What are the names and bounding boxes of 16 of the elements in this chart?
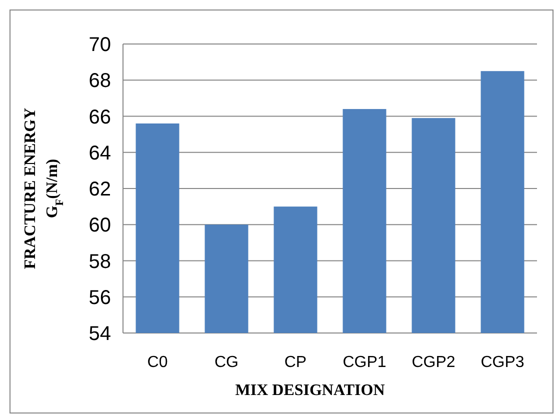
x-tick-label: CP <box>284 354 307 371</box>
x-tick-label: CGP3 <box>480 354 524 371</box>
y-tick-label: 56 <box>88 286 111 309</box>
x-tick-label: CGP1 <box>342 354 386 371</box>
y-tick-label: 68 <box>88 70 111 92</box>
y-tick-label: 60 <box>88 214 111 237</box>
y-tick-label: 62 <box>88 178 111 200</box>
y-tick-label: 64 <box>88 142 111 164</box>
x-tick-label: C0 <box>147 354 168 371</box>
y-tick-label: 58 <box>88 250 111 273</box>
y-tick-label: 54 <box>88 323 111 345</box>
y-tick-label: 66 <box>88 106 111 128</box>
x-axis-title: MIX DESIGNATION <box>235 382 386 399</box>
x-tick-label: CGP2 <box>412 354 456 371</box>
x-tick-label: CG <box>214 354 238 371</box>
y-tick-label: 70 <box>88 34 111 56</box>
